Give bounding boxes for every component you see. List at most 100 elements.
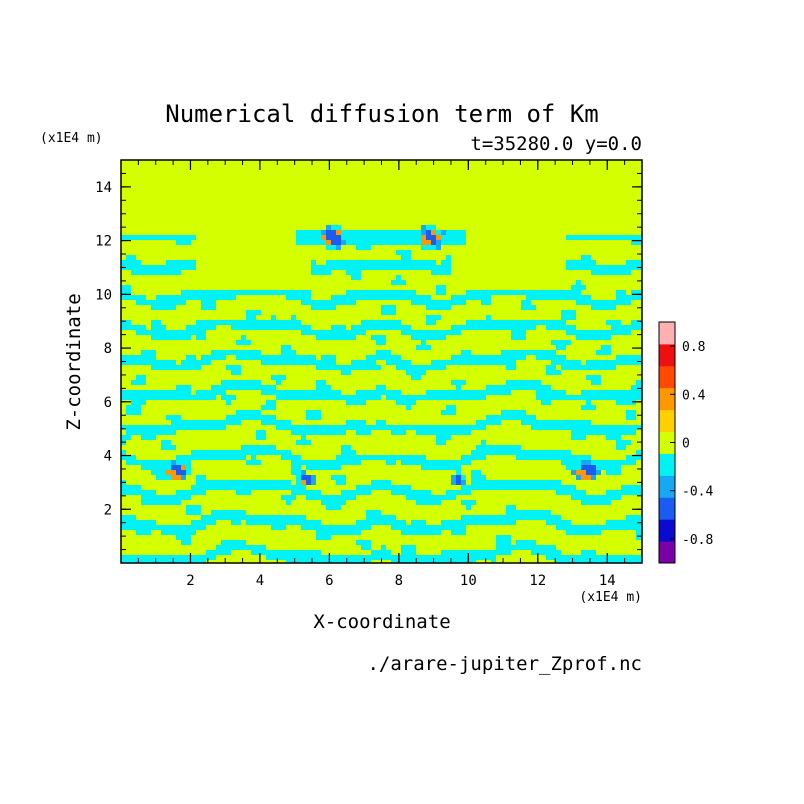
field-cell bbox=[336, 430, 341, 435]
field-cell bbox=[186, 535, 191, 540]
field-cell bbox=[546, 290, 551, 295]
field-cell bbox=[166, 440, 171, 445]
field-cell bbox=[521, 545, 526, 550]
field-cell bbox=[571, 265, 576, 270]
field-cell bbox=[376, 295, 381, 300]
field-cell bbox=[236, 415, 241, 420]
field-cell bbox=[431, 330, 436, 335]
field-cell bbox=[381, 480, 386, 485]
field-cell bbox=[301, 490, 306, 495]
field-cell bbox=[401, 490, 406, 495]
field-cell bbox=[296, 320, 301, 325]
field-cell bbox=[126, 485, 131, 490]
field-cell bbox=[551, 355, 556, 360]
field-cell bbox=[471, 390, 476, 395]
field-cell bbox=[496, 515, 501, 520]
field-cell bbox=[241, 325, 246, 330]
field-cell bbox=[531, 480, 536, 485]
field-cell bbox=[486, 550, 491, 555]
field-cell bbox=[216, 455, 221, 460]
field-cell bbox=[401, 240, 406, 245]
field-cell bbox=[371, 325, 376, 330]
field-cell bbox=[341, 265, 346, 270]
field-cell bbox=[346, 555, 351, 560]
colorbar-segment bbox=[659, 431, 675, 454]
field-cell bbox=[186, 355, 191, 360]
field-cell bbox=[436, 465, 441, 470]
field-cell bbox=[196, 335, 201, 340]
field-cell bbox=[341, 370, 346, 375]
field-cell bbox=[246, 310, 251, 315]
field-cell bbox=[621, 555, 626, 560]
field-cell bbox=[291, 390, 296, 395]
field-cell bbox=[136, 325, 141, 330]
field-cell bbox=[636, 325, 641, 330]
field-cell bbox=[401, 455, 406, 460]
field-cell bbox=[141, 300, 146, 305]
field-cell bbox=[401, 260, 406, 265]
field-cell bbox=[516, 480, 521, 485]
field-cell bbox=[166, 495, 171, 500]
field-cell bbox=[426, 495, 431, 500]
field-cell bbox=[626, 415, 631, 420]
field-cell bbox=[311, 490, 316, 495]
field-cell bbox=[571, 430, 576, 435]
field-cell bbox=[146, 265, 151, 270]
field-cell bbox=[351, 525, 356, 530]
field-cell bbox=[196, 510, 201, 515]
field-cell bbox=[176, 395, 181, 400]
field-cell bbox=[581, 550, 586, 555]
field-cell bbox=[601, 350, 606, 355]
field-cell bbox=[561, 290, 566, 295]
field-cell bbox=[171, 470, 176, 475]
field-cell bbox=[346, 560, 351, 563]
field-cell bbox=[316, 265, 321, 270]
field-cell bbox=[191, 455, 196, 460]
field-cell bbox=[176, 330, 181, 335]
field-cell bbox=[316, 430, 321, 435]
field-cell bbox=[476, 420, 481, 425]
field-cell bbox=[466, 505, 471, 510]
field-cell bbox=[136, 530, 141, 535]
field-cell bbox=[186, 335, 191, 340]
field-cell bbox=[511, 335, 516, 340]
field-cell bbox=[441, 425, 446, 430]
field-cell bbox=[571, 260, 576, 265]
field-cell bbox=[326, 225, 331, 230]
field-cell bbox=[526, 320, 531, 325]
field-cell bbox=[566, 420, 571, 425]
field-cell bbox=[636, 295, 641, 300]
colorbar-segment bbox=[659, 453, 675, 476]
field-cell bbox=[411, 290, 416, 295]
field-cell bbox=[611, 470, 616, 475]
field-cell bbox=[391, 520, 396, 525]
field-cell bbox=[606, 525, 611, 530]
field-cell bbox=[206, 300, 211, 305]
field-cell bbox=[576, 475, 581, 480]
field-cell bbox=[336, 390, 341, 395]
field-cell bbox=[591, 235, 596, 240]
field-cell bbox=[281, 485, 286, 490]
field-cell bbox=[501, 480, 506, 485]
field-cell bbox=[441, 260, 446, 265]
field-cell bbox=[591, 265, 596, 270]
field-cell bbox=[366, 360, 371, 365]
field-cell bbox=[611, 465, 616, 470]
field-cell bbox=[246, 385, 251, 390]
field-cell bbox=[546, 520, 551, 525]
field-cell bbox=[626, 330, 631, 335]
field-cell bbox=[131, 295, 136, 300]
field-cell bbox=[551, 515, 556, 520]
field-cell bbox=[631, 460, 636, 465]
field-cell bbox=[241, 540, 246, 545]
field-cell bbox=[211, 290, 216, 295]
field-cell bbox=[441, 520, 446, 525]
field-cell bbox=[231, 540, 236, 545]
field-cell bbox=[216, 355, 221, 360]
field-cell bbox=[151, 465, 156, 470]
field-cell bbox=[341, 530, 346, 535]
field-cell bbox=[291, 515, 296, 520]
field-cell bbox=[621, 290, 626, 295]
field-cell bbox=[186, 540, 191, 545]
field-cell bbox=[486, 555, 491, 560]
